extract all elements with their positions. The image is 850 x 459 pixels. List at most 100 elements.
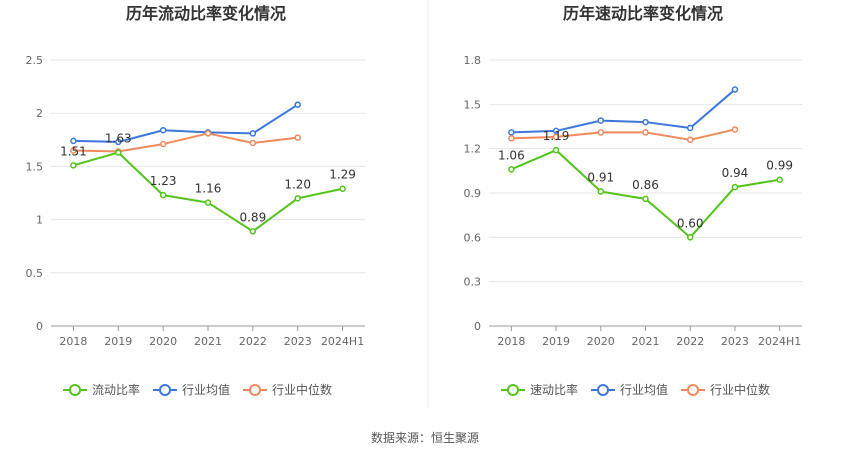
y-tick-label: 1.5 — [26, 160, 44, 173]
data-label: 1.23 — [150, 174, 177, 188]
grid-lines — [51, 59, 365, 274]
y-tick-label: 0.9 — [464, 187, 482, 200]
legend-swatch-marker — [507, 384, 519, 396]
legend: 速动比率 行业均值 行业中位数 — [501, 382, 770, 397]
data-label: 0.86 — [632, 178, 659, 192]
series-lines — [508, 86, 783, 241]
source-note: 数据来源：恒生聚源 — [371, 430, 479, 445]
quick-ratio-chart: 历年速动比率变化情况 0 0.3 0.6 0.9 1.2 1.5 1.8 2018 2019 20… — [464, 4, 802, 397]
data-point-industry_avg — [552, 127, 560, 135]
legend-item-company[interactable]: 流动比率 — [63, 382, 140, 397]
data-point-industry_avg — [294, 101, 301, 108]
grid-lines — [489, 59, 802, 283]
data-point-company — [294, 195, 301, 202]
y-tick-label: 1.8 — [464, 54, 482, 67]
data-point-company — [686, 234, 694, 241]
data-label: 0.94 — [722, 166, 749, 180]
data-point-company — [115, 149, 122, 156]
legend-item-industry_median[interactable]: 行业中位数 — [681, 382, 770, 397]
chart-title: 历年速动比率变化情况 — [563, 4, 723, 23]
legend-item-industry_avg[interactable]: 行业均值 — [153, 382, 230, 397]
series-line-industry_avg — [511, 88, 736, 134]
data-point-company — [70, 162, 77, 169]
data-point-company — [249, 228, 257, 235]
legend-item-company[interactable]: 速动比率 — [501, 382, 578, 397]
data-point-industry_avg — [508, 129, 515, 136]
data-labels: 1.06 1.19 0.91 0.86 0.60 0.94 0.99 — [498, 129, 793, 230]
y-tick-label: 0 — [36, 320, 43, 333]
data-point-company — [642, 195, 649, 203]
data-point-industry_median — [552, 133, 560, 141]
y-tick-label: 0 — [474, 320, 481, 333]
data-point-industry_median — [508, 135, 515, 142]
x-tick-label: 2021 — [194, 335, 222, 348]
data-point-industry_median — [70, 147, 77, 154]
legend-swatch-marker — [69, 384, 81, 396]
data-label: 0.89 — [239, 210, 266, 224]
data-point-industry_avg — [249, 130, 257, 137]
legend-label: 行业均值 — [182, 382, 230, 397]
data-label: 1.20 — [284, 177, 311, 191]
data-point-industry_median — [294, 134, 301, 141]
legend-label: 流动比率 — [92, 382, 140, 397]
y-tick-label: 2.5 — [26, 54, 44, 67]
x-tick-label: 2020 — [587, 335, 615, 348]
x-tick-label: 2024H1 — [321, 335, 364, 348]
y-tick-label: 1.5 — [464, 98, 482, 111]
data-point-industry_avg — [597, 117, 605, 124]
y-tick-label: 2 — [36, 107, 43, 120]
data-point-industry_median — [597, 129, 605, 136]
data-point-company — [159, 191, 167, 199]
data-label: 1.06 — [498, 148, 525, 162]
legend-label: 速动比率 — [530, 382, 578, 397]
data-label: 1.29 — [329, 168, 356, 182]
data-point-industry_median — [686, 136, 694, 144]
data-point-industry_avg — [642, 118, 649, 126]
data-label: 1.63 — [105, 132, 132, 146]
series-line-industry_avg — [73, 103, 299, 143]
y-tick-label: 1 — [36, 214, 43, 227]
data-labels: 1.51 1.63 1.23 1.16 0.89 1.20 1.29 — [60, 132, 356, 225]
data-label: 1.51 — [60, 144, 87, 158]
data-point-company — [339, 185, 346, 192]
x-tick-label: 2023 — [721, 335, 749, 348]
data-label: 0.99 — [766, 159, 793, 173]
data-point-industry_median — [731, 126, 739, 133]
legend-item-industry_median[interactable]: 行业中位数 — [243, 382, 332, 397]
data-point-industry_median — [642, 129, 649, 136]
data-point-industry_avg — [70, 137, 77, 145]
legend-swatch-marker — [249, 384, 261, 396]
current-ratio-chart: 历年流动比率变化情况 0 0.5 1 1.5 2 2.5 2018 2019 2020 2021 2… — [26, 4, 365, 397]
legend-label: 行业均值 — [620, 382, 668, 397]
data-point-industry_avg — [731, 86, 739, 93]
x-tick-label: 2019 — [542, 335, 570, 348]
data-point-industry_median — [249, 139, 257, 147]
y-tick-label: 0.3 — [464, 276, 482, 289]
data-label: 0.60 — [677, 216, 704, 230]
x-tick-label: 2022 — [676, 335, 704, 348]
data-point-industry_median — [159, 140, 167, 148]
data-point-industry_avg — [115, 138, 122, 146]
legend-swatch-marker — [159, 384, 171, 396]
data-point-industry_median — [204, 130, 212, 137]
series-lines — [70, 101, 346, 235]
y-tick-label: 0.5 — [26, 267, 44, 280]
legend-swatch-marker — [687, 384, 699, 396]
legend-item-industry_avg[interactable]: 行业均值 — [591, 382, 668, 397]
data-point-company — [204, 199, 212, 206]
x-tick-label: 2018 — [497, 335, 525, 348]
y-tick-label: 0.6 — [464, 231, 482, 244]
data-point-company — [552, 146, 560, 154]
legend-label: 行业中位数 — [710, 382, 770, 397]
data-point-company — [597, 188, 605, 195]
data-label: 1.19 — [543, 129, 570, 143]
data-label: 0.91 — [587, 171, 614, 185]
y-tick-label: 1.2 — [464, 143, 482, 156]
x-tick-label: 2021 — [632, 335, 660, 348]
legend-swatch-marker — [597, 384, 609, 396]
x-tick-label: 2023 — [284, 335, 312, 348]
data-point-industry_avg — [159, 126, 167, 134]
data-point-company — [731, 183, 739, 191]
legend: 流动比率 行业均值 行业中位数 — [63, 382, 332, 397]
